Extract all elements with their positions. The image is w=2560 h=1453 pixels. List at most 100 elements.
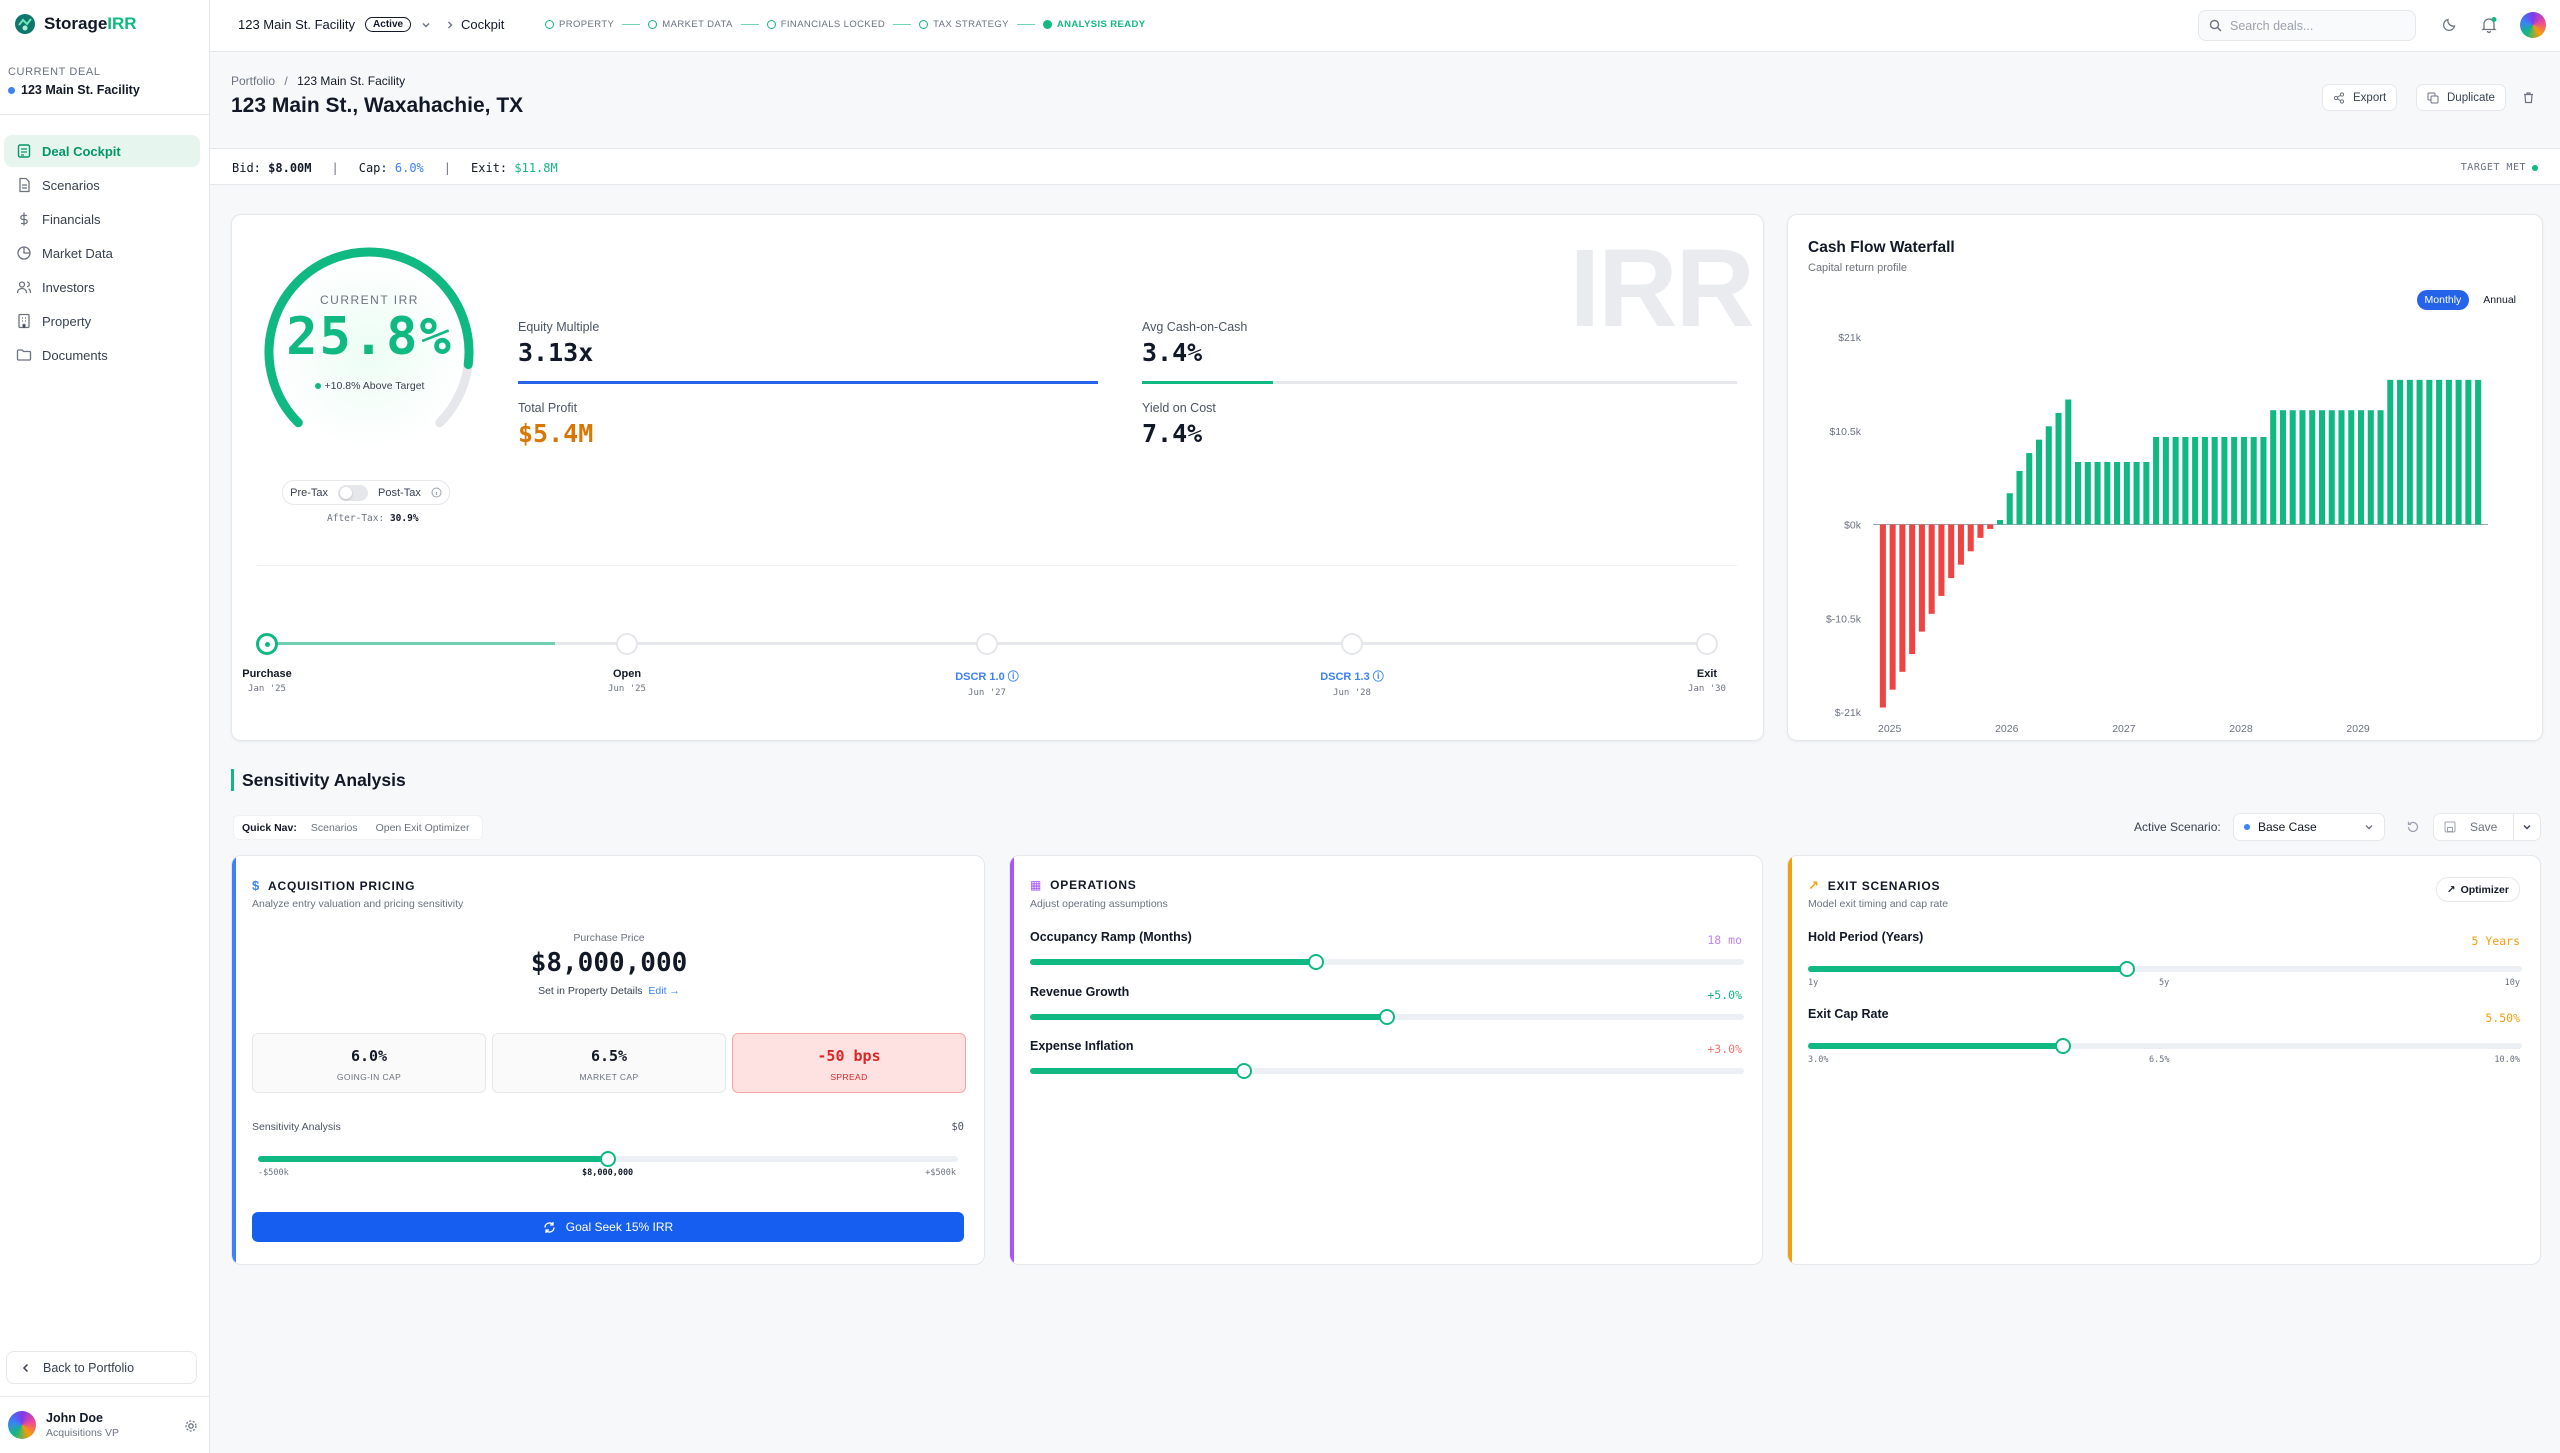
step-analysis-ready[interactable]: ANALYSIS READY <box>1042 19 1146 30</box>
user-profile[interactable]: John Doe Acquisitions VP <box>0 1396 210 1453</box>
sidebar-item-label: Deal Cockpit <box>42 143 121 159</box>
timeline-node-exit[interactable] <box>1696 633 1718 655</box>
cash-flow-bar <box>2123 462 2130 525</box>
duplicate-button[interactable]: Duplicate <box>2416 84 2506 111</box>
x-tick-label: 2027 <box>2112 723 2136 735</box>
monthly-toggle[interactable]: Monthly <box>2416 290 2470 310</box>
cash-flow-bar <box>1909 524 1916 654</box>
info-icon[interactable]: ⓘ <box>1007 671 1019 683</box>
search-input[interactable]: Search deals... <box>2198 10 2416 41</box>
slider-handle[interactable] <box>600 1151 616 1167</box>
users-icon <box>16 281 32 294</box>
cash-flow-bar <box>2114 462 2121 525</box>
revenue-growth-slider[interactable] <box>1030 1009 1744 1025</box>
bid-metric: Bid: $8.00M <box>232 161 312 175</box>
info-icon[interactable] <box>431 487 442 498</box>
save-button-group: Save <box>2433 813 2541 841</box>
chevron-down-icon <box>422 22 430 27</box>
y-tick-label: $-21k <box>1835 707 1862 719</box>
sidebar-item-property[interactable]: Property <box>4 305 200 337</box>
cash-flow-bar <box>2162 437 2169 525</box>
price-sensitivity-slider[interactable] <box>258 1151 958 1167</box>
kpi-equity-multiple: Equity Multiple 3.13x <box>518 320 1098 384</box>
sidebar-item-investors[interactable]: Investors <box>4 271 200 303</box>
page-title: 123 Main St., Waxahachie, TX <box>231 94 524 117</box>
slider-handle[interactable] <box>1379 1009 1395 1025</box>
export-button[interactable]: Export <box>2322 84 2398 111</box>
goal-seek-button[interactable]: Goal Seek 15% IRR <box>252 1212 964 1242</box>
quick-nav-label: Quick Nav: <box>242 821 297 834</box>
timeline-node-purchase[interactable] <box>256 633 278 655</box>
info-icon[interactable]: ⓘ <box>1372 671 1384 683</box>
cash-flow-bar <box>2475 379 2482 525</box>
y-tick-label: $21k <box>1838 332 1862 344</box>
step-circle-icon <box>545 20 554 29</box>
sidebar-item-documents[interactable]: Documents <box>4 339 200 371</box>
sidebar-item-market-data[interactable]: Market Data <box>4 237 200 269</box>
scenario-select[interactable]: Base Case <box>2233 813 2385 841</box>
dollar-icon <box>20 212 28 226</box>
refresh-icon <box>544 1221 555 1233</box>
breadcrumb-portfolio[interactable]: Portfolio <box>231 74 276 88</box>
step-property[interactable]: PROPERTY <box>545 19 614 30</box>
moon-icon[interactable] <box>2442 16 2458 32</box>
bell-icon[interactable] <box>2480 16 2498 34</box>
back-to-portfolio-button[interactable]: Back to Portfolio <box>6 1351 197 1384</box>
save-button[interactable]: Save <box>2434 814 2514 840</box>
timeline-label-exit: Exit Jan '30 <box>1688 668 1726 694</box>
cash-flow-bar <box>2035 439 2043 525</box>
tax-toggle[interactable]: Pre-Tax Post-Tax <box>282 480 450 505</box>
cash-flow-bar <box>2026 453 2033 525</box>
user-avatar[interactable] <box>2520 12 2546 38</box>
sidebar-nav: Deal Cockpit Scenarios Financials Market… <box>4 135 200 373</box>
cash-flow-bar <box>2055 412 2062 525</box>
tax-switch[interactable] <box>338 484 369 501</box>
equity-multiple-bar <box>518 381 1098 384</box>
sidebar-item-deal-cockpit[interactable]: Deal Cockpit <box>4 135 200 167</box>
dollar-icon: $ <box>252 878 261 893</box>
step-tax-strategy[interactable]: TAX STRATEGY <box>919 19 1009 30</box>
slider-handle[interactable] <box>2119 961 2136 977</box>
exit-cap-rate-slider[interactable] <box>1808 1038 2522 1054</box>
quick-nav-scenarios[interactable]: Scenarios <box>310 821 358 834</box>
deal-switcher[interactable]: 123 Main St. Facility Active <box>238 17 431 32</box>
expense-inflation-slider[interactable] <box>1030 1063 1744 1079</box>
share-icon <box>2333 91 2345 104</box>
cash-flow-bar <box>2436 379 2443 525</box>
chevron-down-icon[interactable] <box>2522 822 2532 832</box>
hold-period-value: 5 Years <box>2471 934 2520 948</box>
sidebar-item-label: Financials <box>42 211 101 227</box>
reset-icon[interactable] <box>2406 820 2420 834</box>
step-financials-locked[interactable]: FINANCIALS LOCKED <box>766 19 885 30</box>
cash-flow-bar <box>2377 410 2384 525</box>
edit-link[interactable]: Edit → <box>648 985 680 997</box>
optimizer-button[interactable]: ↗ Optimizer <box>2435 877 2520 902</box>
sidebar-item-scenarios[interactable]: Scenarios <box>4 169 200 201</box>
cash-flow-bar <box>1899 524 1906 672</box>
timeline-node-dscr-1-0[interactable] <box>976 633 998 655</box>
spread-tile: -50 bps SPREAD <box>732 1033 966 1093</box>
x-tick-label: 2028 <box>2229 723 2253 735</box>
quick-nav-exit-optimizer[interactable]: Open Exit Optimizer <box>375 821 470 834</box>
document-icon <box>19 177 30 193</box>
annual-toggle[interactable]: Annual <box>2483 294 2516 306</box>
occupancy-ramp-slider[interactable] <box>1030 954 1744 970</box>
slider-handle[interactable] <box>1307 954 1324 970</box>
timeline-node-open[interactable] <box>616 633 638 655</box>
gear-icon[interactable] <box>184 1419 198 1433</box>
hold-period-label: Hold Period (Years) <box>1808 930 1924 944</box>
slider-handle[interactable] <box>2054 1038 2071 1054</box>
timeline-node-dscr-1-3[interactable] <box>1341 633 1363 655</box>
irr-gauge <box>264 247 474 452</box>
sidebar-item-label: Documents <box>42 347 108 363</box>
step-market-data[interactable]: MARKET DATA <box>648 19 732 30</box>
active-scenario-label: Active Scenario: <box>2134 820 2221 834</box>
irr-label: CURRENT IRR <box>320 293 419 307</box>
trash-icon[interactable] <box>2522 91 2535 104</box>
slider-handle[interactable] <box>1236 1063 1253 1079</box>
trending-up-icon: ↗ <box>2446 883 2456 896</box>
hold-period-slider[interactable] <box>1808 961 2522 977</box>
app-logo[interactable]: StorageIRR <box>14 13 137 35</box>
sidebar-item-financials[interactable]: Financials <box>4 203 200 235</box>
purchase-price-note: Set in Property Details Edit → <box>538 985 680 997</box>
